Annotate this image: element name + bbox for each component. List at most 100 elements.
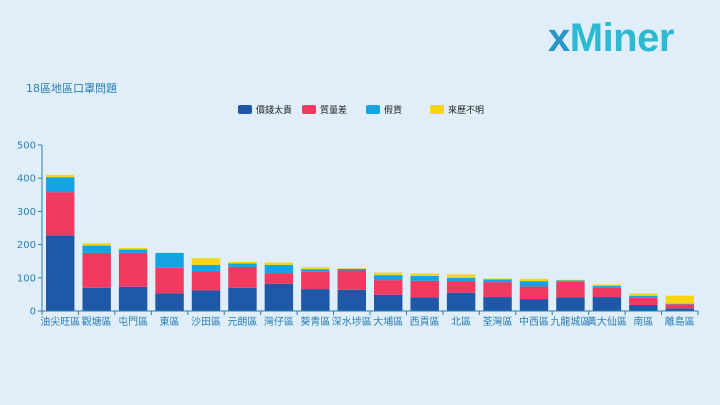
bar-segment[interactable] bbox=[228, 263, 257, 267]
bar-segment[interactable] bbox=[483, 297, 512, 311]
bar-segment[interactable] bbox=[301, 267, 330, 270]
bar-segment[interactable] bbox=[556, 279, 585, 281]
bar-stack[interactable] bbox=[155, 252, 184, 311]
bar-segment[interactable] bbox=[118, 286, 148, 311]
bar-segment[interactable] bbox=[337, 268, 366, 271]
bar-segment[interactable] bbox=[46, 174, 75, 178]
bar-segment[interactable] bbox=[519, 286, 549, 300]
bar-segment[interactable] bbox=[118, 252, 148, 287]
bar-segment[interactable] bbox=[301, 289, 330, 311]
bar-stack[interactable] bbox=[337, 268, 366, 311]
x-tick-label: 荃灣區 bbox=[483, 315, 513, 328]
bar-segment[interactable] bbox=[410, 297, 439, 311]
bar-segment[interactable] bbox=[374, 272, 403, 276]
bar-segment[interactable] bbox=[446, 274, 476, 278]
bar-stack[interactable] bbox=[592, 284, 622, 311]
bar-segment[interactable] bbox=[118, 247, 148, 250]
bar-segment[interactable] bbox=[82, 252, 111, 288]
bar-stack[interactable] bbox=[46, 174, 75, 311]
chart-title: 18區地區口罩問題 bbox=[26, 82, 117, 95]
bar-segment[interactable] bbox=[374, 280, 403, 295]
bar-segment[interactable] bbox=[264, 262, 294, 265]
bar-stack[interactable] bbox=[118, 247, 148, 311]
bar-segment[interactable] bbox=[665, 295, 694, 304]
bar-segment[interactable] bbox=[191, 258, 221, 265]
bar-stack[interactable] bbox=[374, 272, 403, 311]
bar-segment[interactable] bbox=[374, 294, 403, 311]
bar-stack[interactable] bbox=[665, 295, 694, 311]
bar-segment[interactable] bbox=[82, 245, 111, 253]
bar-segment[interactable] bbox=[82, 243, 111, 246]
bar-segment[interactable] bbox=[519, 278, 549, 282]
bar-segment[interactable] bbox=[519, 299, 549, 311]
bar-segment[interactable] bbox=[374, 275, 403, 281]
bar-stack[interactable] bbox=[483, 278, 512, 311]
bar-stack[interactable] bbox=[301, 267, 330, 311]
bar-segment[interactable] bbox=[629, 297, 658, 306]
bar-segment[interactable] bbox=[665, 304, 694, 309]
legend-item[interactable]: 價錢太貴 bbox=[238, 104, 292, 116]
bar-segment[interactable] bbox=[446, 277, 476, 282]
bar-segment[interactable] bbox=[82, 287, 111, 311]
bar-stack[interactable] bbox=[228, 261, 257, 311]
bar-stack[interactable] bbox=[191, 258, 221, 311]
legend-label: 價錢太貴 bbox=[256, 104, 292, 116]
bar-segment[interactable] bbox=[46, 177, 75, 193]
bar-segment[interactable] bbox=[228, 266, 257, 288]
bar-segment[interactable] bbox=[592, 297, 622, 311]
bar-segment[interactable] bbox=[629, 293, 658, 296]
bar-segment[interactable] bbox=[337, 270, 366, 290]
bar-segment[interactable] bbox=[191, 271, 221, 291]
bar-stack[interactable] bbox=[519, 278, 549, 311]
bar-segment[interactable] bbox=[228, 261, 257, 264]
bar-segment[interactable] bbox=[556, 297, 585, 311]
legend-item[interactable]: 來歷不明 bbox=[430, 105, 484, 116]
bar-segment[interactable] bbox=[592, 284, 622, 286]
y-tick-label: 0 bbox=[30, 307, 36, 318]
bar-segment[interactable] bbox=[446, 281, 476, 293]
bar-stack[interactable] bbox=[82, 243, 111, 311]
bar-stack[interactable] bbox=[446, 274, 476, 311]
bar-segment[interactable] bbox=[337, 268, 366, 269]
bar-segment[interactable] bbox=[301, 269, 330, 272]
bar-segment[interactable] bbox=[629, 305, 658, 311]
bar-segment[interactable] bbox=[155, 252, 184, 268]
bar-segment[interactable] bbox=[410, 273, 439, 276]
bar-segment[interactable] bbox=[46, 192, 75, 236]
legend-item[interactable]: 假貨 bbox=[366, 104, 402, 116]
bar-segment[interactable] bbox=[483, 282, 512, 298]
legend-swatch bbox=[430, 105, 444, 114]
bar-stack[interactable] bbox=[556, 279, 585, 311]
bar-segment[interactable] bbox=[155, 293, 184, 311]
bar-segment[interactable] bbox=[118, 249, 148, 253]
bar-segment[interactable] bbox=[410, 280, 439, 298]
legend-item[interactable]: 質量差 bbox=[302, 104, 347, 116]
bar-segment[interactable] bbox=[556, 281, 585, 298]
bar-stack[interactable] bbox=[264, 262, 294, 311]
bar-stack[interactable] bbox=[629, 293, 658, 311]
bar-segment[interactable] bbox=[191, 290, 221, 311]
x-tick-label: 北區 bbox=[451, 316, 471, 328]
bar-segment[interactable] bbox=[446, 292, 476, 311]
bar-segment[interactable] bbox=[556, 280, 585, 282]
bar-segment[interactable] bbox=[665, 308, 694, 311]
bar-stack[interactable] bbox=[410, 273, 439, 311]
bar-segment[interactable] bbox=[155, 267, 184, 294]
bar-segment[interactable] bbox=[46, 235, 75, 311]
bar-segment[interactable] bbox=[301, 271, 330, 290]
bar-segment[interactable] bbox=[337, 289, 366, 311]
bar-segment[interactable] bbox=[665, 303, 694, 305]
bar-segment[interactable] bbox=[410, 275, 439, 281]
bar-segment[interactable] bbox=[483, 278, 512, 280]
bar-segment[interactable] bbox=[264, 273, 294, 284]
bar-segment[interactable] bbox=[592, 285, 622, 288]
bar-segment[interactable] bbox=[191, 264, 221, 272]
bar-segment[interactable] bbox=[228, 287, 257, 311]
bar-segment[interactable] bbox=[629, 295, 658, 298]
bar-segment[interactable] bbox=[264, 283, 294, 311]
y-tick-label: 400 bbox=[17, 174, 36, 185]
bar-segment[interactable] bbox=[264, 264, 294, 274]
bar-segment[interactable] bbox=[483, 279, 512, 283]
bar-segment[interactable] bbox=[519, 281, 549, 287]
bar-segment[interactable] bbox=[592, 287, 622, 298]
